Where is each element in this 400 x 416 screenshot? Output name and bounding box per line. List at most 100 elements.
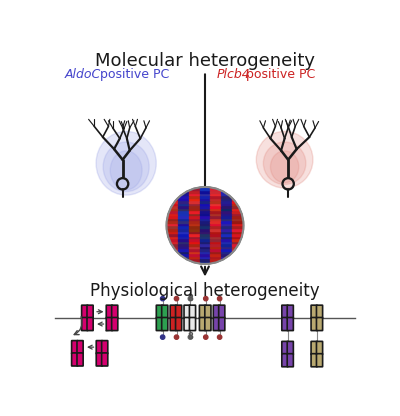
Bar: [200, 251, 210, 253]
Bar: [189, 261, 199, 263]
Bar: [221, 193, 232, 195]
Bar: [221, 233, 232, 235]
Ellipse shape: [103, 142, 149, 192]
Bar: [189, 191, 199, 193]
Bar: [200, 198, 210, 201]
FancyBboxPatch shape: [200, 305, 206, 318]
Bar: [221, 213, 232, 215]
FancyBboxPatch shape: [205, 305, 211, 318]
Bar: [178, 258, 188, 261]
Bar: [178, 248, 188, 250]
Circle shape: [218, 335, 222, 339]
Bar: [221, 256, 232, 258]
FancyBboxPatch shape: [282, 317, 288, 331]
Bar: [167, 243, 178, 245]
Bar: [167, 248, 178, 250]
Bar: [232, 208, 242, 210]
Bar: [189, 251, 199, 253]
Bar: [210, 208, 221, 210]
Bar: [232, 220, 242, 223]
Bar: [178, 201, 188, 203]
FancyBboxPatch shape: [77, 341, 83, 354]
FancyBboxPatch shape: [102, 353, 108, 366]
FancyBboxPatch shape: [176, 317, 182, 331]
Bar: [210, 218, 221, 220]
Bar: [200, 191, 210, 193]
FancyBboxPatch shape: [102, 341, 108, 354]
Bar: [210, 210, 221, 213]
Bar: [200, 246, 210, 248]
Bar: [221, 210, 232, 213]
Bar: [178, 208, 188, 210]
Text: 8: 8: [188, 332, 193, 342]
Bar: [189, 196, 199, 198]
Bar: [232, 246, 242, 248]
Bar: [210, 251, 221, 253]
Bar: [210, 248, 221, 250]
Bar: [232, 231, 242, 233]
Bar: [178, 256, 188, 258]
Bar: [178, 233, 188, 235]
Circle shape: [204, 335, 208, 339]
Bar: [167, 203, 178, 206]
Bar: [221, 243, 232, 245]
FancyBboxPatch shape: [287, 354, 293, 367]
Bar: [232, 188, 242, 190]
Bar: [178, 193, 188, 195]
Circle shape: [188, 335, 192, 339]
FancyBboxPatch shape: [87, 305, 93, 318]
Bar: [200, 231, 210, 233]
Circle shape: [160, 297, 165, 301]
Bar: [189, 203, 199, 206]
Bar: [167, 215, 178, 218]
FancyBboxPatch shape: [316, 305, 323, 318]
Bar: [221, 208, 232, 210]
FancyBboxPatch shape: [106, 317, 112, 331]
Bar: [221, 188, 232, 190]
Bar: [221, 223, 232, 225]
Bar: [189, 206, 199, 208]
Bar: [178, 236, 188, 238]
Bar: [221, 203, 232, 206]
FancyBboxPatch shape: [311, 305, 317, 318]
Bar: [178, 198, 188, 201]
Bar: [210, 228, 221, 230]
Bar: [167, 201, 178, 203]
Circle shape: [160, 335, 165, 339]
FancyBboxPatch shape: [170, 317, 176, 331]
Bar: [210, 238, 221, 240]
Text: positive PC: positive PC: [242, 68, 315, 81]
Bar: [189, 233, 199, 235]
Ellipse shape: [96, 131, 156, 195]
Text: AldoC: AldoC: [65, 68, 101, 81]
Circle shape: [174, 297, 179, 301]
Bar: [232, 228, 242, 230]
Bar: [232, 251, 242, 253]
Bar: [221, 241, 232, 243]
Bar: [167, 198, 178, 201]
FancyBboxPatch shape: [190, 317, 196, 331]
Bar: [178, 188, 188, 190]
Bar: [178, 238, 188, 240]
Bar: [178, 210, 188, 213]
FancyBboxPatch shape: [311, 354, 317, 367]
Ellipse shape: [110, 151, 142, 190]
Bar: [221, 215, 232, 218]
Bar: [232, 218, 242, 220]
FancyBboxPatch shape: [112, 317, 118, 331]
FancyBboxPatch shape: [287, 342, 293, 354]
Ellipse shape: [270, 151, 299, 183]
Bar: [200, 256, 210, 258]
Bar: [210, 246, 221, 248]
Bar: [232, 261, 242, 263]
Bar: [200, 228, 210, 230]
Bar: [178, 215, 188, 218]
Bar: [189, 208, 199, 210]
FancyBboxPatch shape: [72, 353, 78, 366]
Bar: [210, 231, 221, 233]
Bar: [232, 226, 242, 228]
Bar: [200, 236, 210, 238]
Bar: [167, 253, 178, 256]
Bar: [167, 256, 178, 258]
Bar: [200, 233, 210, 235]
